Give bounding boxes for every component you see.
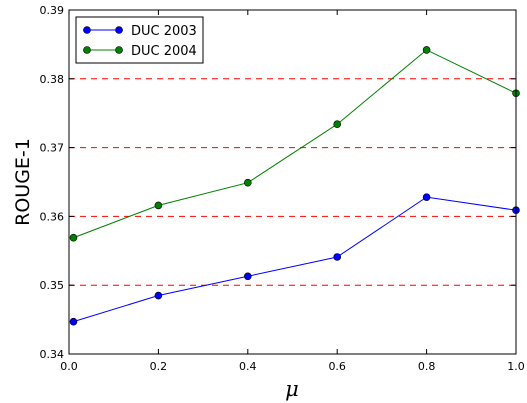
x-tick-label: 0.6: [328, 360, 346, 373]
x-axis-label: μ: [285, 377, 299, 401]
data-point-s1-2: [244, 178, 252, 187]
legend-marker-0: [83, 26, 91, 34]
grid-lines: [69, 78, 516, 286]
y-tick-label: 0.35: [40, 279, 65, 292]
y-tick-label: 0.36: [40, 210, 65, 223]
data-point-s0-1: [154, 291, 163, 300]
y-tick-label: 0.37: [40, 142, 65, 155]
y-axis-label: ROUGE-1: [12, 138, 34, 226]
data-point-s1-1: [154, 201, 163, 210]
legend-marker-end-1: [115, 46, 123, 54]
legend-marker-1: [83, 46, 91, 54]
y-tick-label: 0.38: [40, 73, 65, 86]
data-point-s0-0: [69, 317, 78, 326]
data-point-s1-3: [333, 120, 342, 129]
legend-marker-end-0: [115, 26, 123, 34]
axis-ticks: 0.0 0.2 0.4 0.6 0.8 1.0 0.34 0.35 0.36 0.37 0.38 0.…: [40, 4, 525, 373]
x-tick-label: 0.2: [150, 360, 168, 373]
x-tick-label: 0.4: [239, 360, 257, 373]
series-line-1: [73, 49, 517, 239]
legend-label: DUC 2004: [131, 44, 197, 59]
series-line-0: [73, 196, 517, 323]
y-tick-label: 0.39: [40, 4, 65, 17]
data-point-s0-2: [244, 272, 252, 281]
data-point-s1-0: [69, 233, 78, 242]
plot-frame: [68, 9, 517, 355]
x-tick-label: 0.8: [418, 360, 436, 373]
data-point-s0-3: [333, 253, 342, 261]
plot-area: [69, 10, 516, 354]
x-tick-label: 0.0: [60, 360, 78, 373]
data-point-s0-4: [422, 193, 431, 201]
y-tick-label: 0.34: [40, 348, 65, 361]
x-tick-label: 1.0: [507, 360, 525, 373]
legend-label: DUC 2003: [131, 24, 197, 39]
legend-box: [75, 16, 204, 64]
data-point-s1-4: [422, 46, 431, 54]
legend: DUC 2003 DUC 2004: [75, 16, 204, 64]
